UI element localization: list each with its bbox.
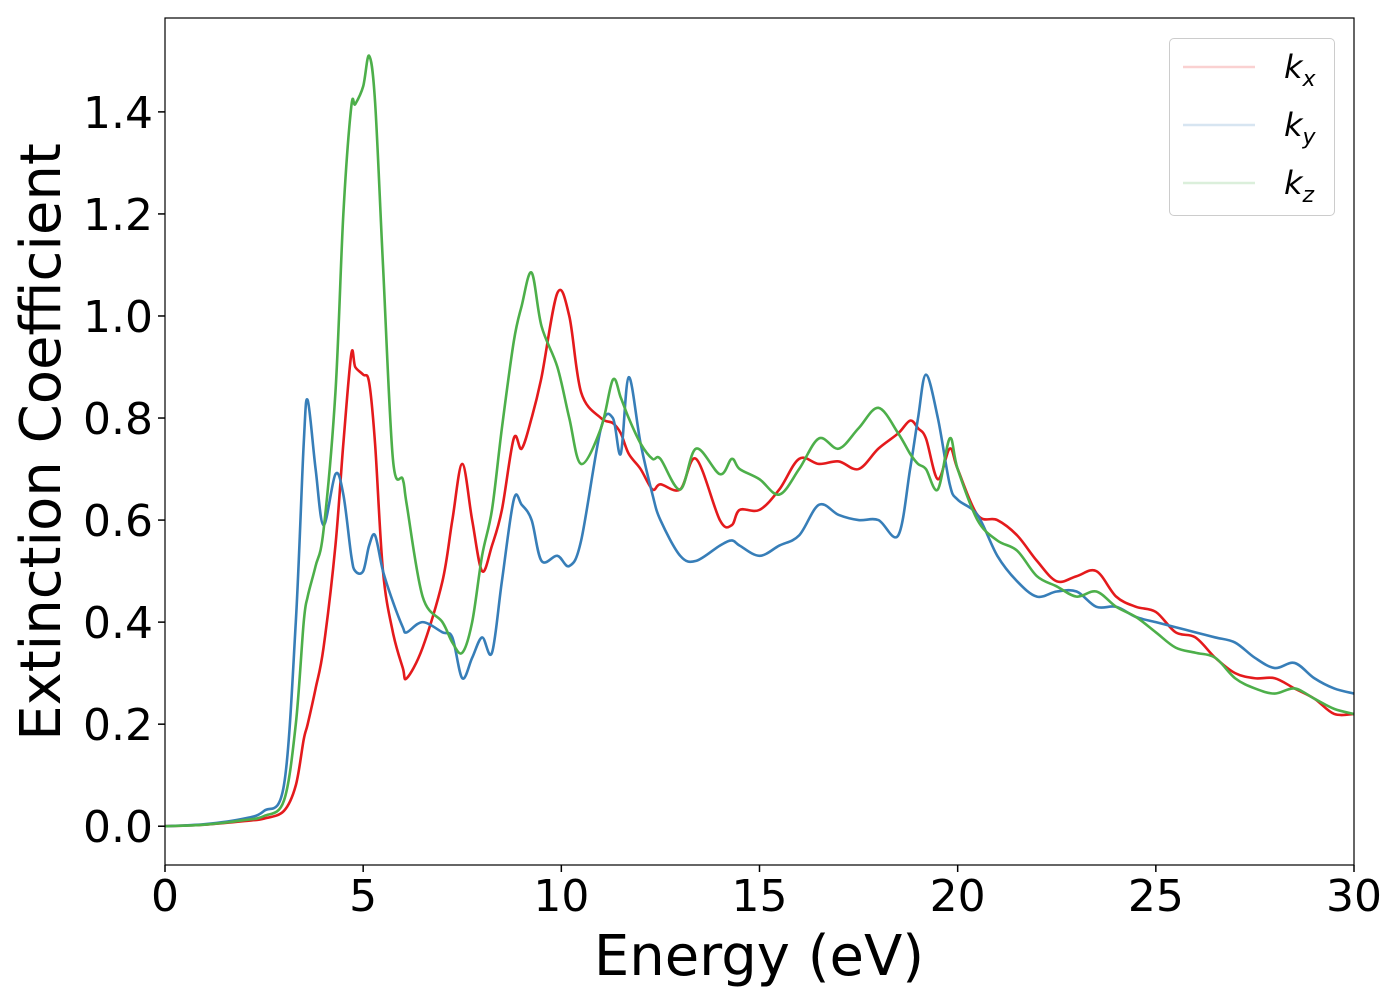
y-tick-label: 0.2 [83,700,153,751]
x-tick-label: 10 [533,871,589,922]
data-line [165,288,1354,828]
legend-label: kx [1284,48,1316,92]
y-tick-label: 1.2 [83,190,153,241]
legend: kx ky kz [1169,38,1335,216]
plot-frame [164,17,1355,866]
legend-label: ky [1284,106,1316,150]
y-tick-label: 0.8 [83,394,153,445]
data-line [165,373,1354,828]
x-tick-label: 0 [151,871,179,922]
y-tick-label: 0.6 [83,496,153,547]
x-tick-label: 5 [349,871,377,922]
y-tick-label: 0.4 [83,598,153,649]
data-line [165,54,1354,828]
plot-area [165,54,1354,828]
y-axis-label: Extinction Coefficient [9,143,74,741]
x-tick-label: 25 [1128,871,1184,922]
x-axis-label: Energy (eV) [594,924,924,989]
y-tick-label: 1.4 [83,88,153,139]
x-tick-label: 30 [1326,871,1382,922]
legend-label: kz [1284,164,1315,208]
y-tick-label: 1.0 [83,292,153,343]
x-tick-label: 20 [930,871,986,922]
x-tick-label: 15 [732,871,788,922]
y-tick-label: 0.0 [83,802,153,853]
